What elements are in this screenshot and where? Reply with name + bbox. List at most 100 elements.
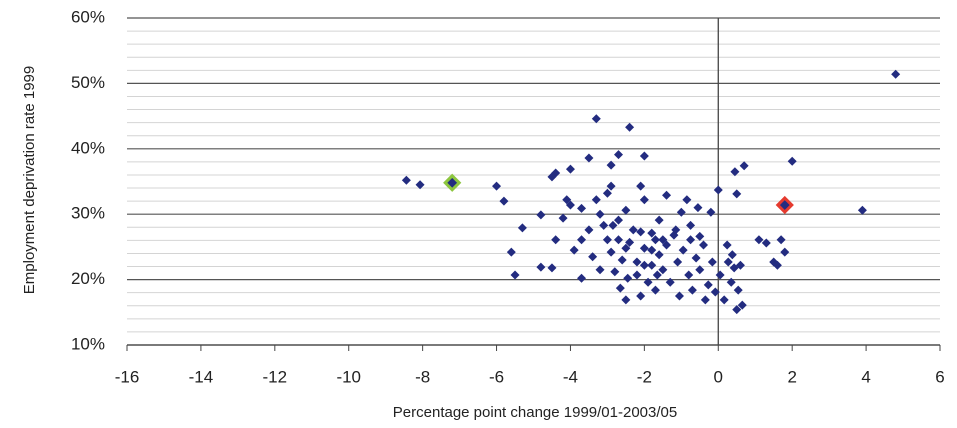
point bbox=[722, 240, 732, 250]
x-tick-label: -16 bbox=[115, 367, 140, 386]
point bbox=[499, 196, 509, 206]
point bbox=[706, 207, 716, 217]
point bbox=[695, 265, 705, 275]
point bbox=[613, 150, 623, 160]
point bbox=[608, 220, 618, 230]
point bbox=[662, 190, 672, 200]
point bbox=[639, 195, 649, 205]
point bbox=[780, 247, 790, 257]
point bbox=[621, 295, 631, 305]
x-tick-label: -8 bbox=[415, 367, 430, 386]
point bbox=[613, 215, 623, 225]
point bbox=[686, 235, 696, 245]
point bbox=[700, 295, 710, 305]
point bbox=[723, 257, 733, 267]
point bbox=[632, 257, 642, 267]
point bbox=[665, 277, 675, 287]
point bbox=[569, 245, 579, 255]
point bbox=[595, 209, 605, 219]
x-tick-label: -14 bbox=[189, 367, 214, 386]
point bbox=[682, 195, 692, 205]
point bbox=[628, 225, 638, 235]
point bbox=[599, 220, 609, 230]
point bbox=[673, 257, 683, 267]
point bbox=[551, 235, 561, 245]
y-tick-label: 30% bbox=[71, 204, 105, 223]
point bbox=[715, 270, 725, 280]
point bbox=[547, 172, 557, 182]
point bbox=[577, 235, 587, 245]
point bbox=[761, 238, 771, 248]
point bbox=[639, 243, 649, 253]
point bbox=[650, 285, 660, 295]
point bbox=[639, 151, 649, 161]
point bbox=[591, 195, 601, 205]
point bbox=[776, 235, 786, 245]
point bbox=[647, 228, 657, 238]
point bbox=[632, 270, 642, 280]
point bbox=[739, 161, 749, 171]
point bbox=[558, 213, 568, 223]
point bbox=[588, 252, 598, 262]
x-tick-label: -12 bbox=[263, 367, 288, 386]
x-axis-title: Percentage point change 1999/01-2003/05 bbox=[393, 404, 677, 421]
point bbox=[654, 215, 664, 225]
point bbox=[602, 188, 612, 198]
y-tick-label: 20% bbox=[71, 269, 105, 288]
y-tick-label: 50% bbox=[71, 73, 105, 92]
point bbox=[698, 240, 708, 250]
point bbox=[621, 243, 631, 253]
point bbox=[536, 210, 546, 220]
point bbox=[636, 181, 646, 191]
x-tick-label: 4 bbox=[861, 367, 870, 386]
point bbox=[719, 295, 729, 305]
point bbox=[610, 267, 620, 277]
point bbox=[621, 205, 631, 215]
point bbox=[565, 164, 575, 174]
point bbox=[647, 245, 657, 255]
point bbox=[652, 270, 662, 280]
point bbox=[737, 300, 747, 310]
point bbox=[678, 245, 688, 255]
point bbox=[591, 114, 601, 124]
point bbox=[857, 205, 867, 215]
point bbox=[536, 262, 546, 272]
point bbox=[584, 153, 594, 163]
point bbox=[636, 291, 646, 301]
y-tick-label: 10% bbox=[71, 334, 105, 353]
highlight-point bbox=[775, 195, 794, 215]
point bbox=[658, 235, 668, 245]
point bbox=[732, 305, 742, 315]
point bbox=[584, 225, 594, 235]
point bbox=[577, 273, 587, 283]
point bbox=[615, 283, 625, 293]
x-tick-label: -6 bbox=[489, 367, 504, 386]
point bbox=[735, 260, 745, 270]
point bbox=[492, 181, 502, 191]
point bbox=[684, 270, 694, 280]
x-tick-label: -4 bbox=[563, 367, 578, 386]
point bbox=[733, 285, 743, 295]
point bbox=[613, 235, 623, 245]
point bbox=[647, 260, 657, 270]
point bbox=[547, 263, 557, 273]
x-tick-label: 0 bbox=[714, 367, 723, 386]
highlight-point bbox=[443, 173, 462, 192]
point bbox=[703, 280, 713, 290]
point bbox=[891, 69, 901, 79]
point bbox=[707, 257, 717, 267]
point bbox=[625, 237, 635, 247]
point bbox=[693, 203, 703, 213]
point bbox=[732, 189, 742, 199]
y-axis-title: Employment deprivation rate 1999 bbox=[21, 66, 38, 294]
x-tick-label: -10 bbox=[336, 367, 361, 386]
point bbox=[617, 255, 627, 265]
point bbox=[726, 277, 736, 287]
point bbox=[730, 167, 740, 177]
point bbox=[595, 265, 605, 275]
point bbox=[710, 287, 720, 297]
point bbox=[650, 235, 660, 245]
point bbox=[676, 207, 686, 217]
x-tick-label: -2 bbox=[637, 367, 652, 386]
